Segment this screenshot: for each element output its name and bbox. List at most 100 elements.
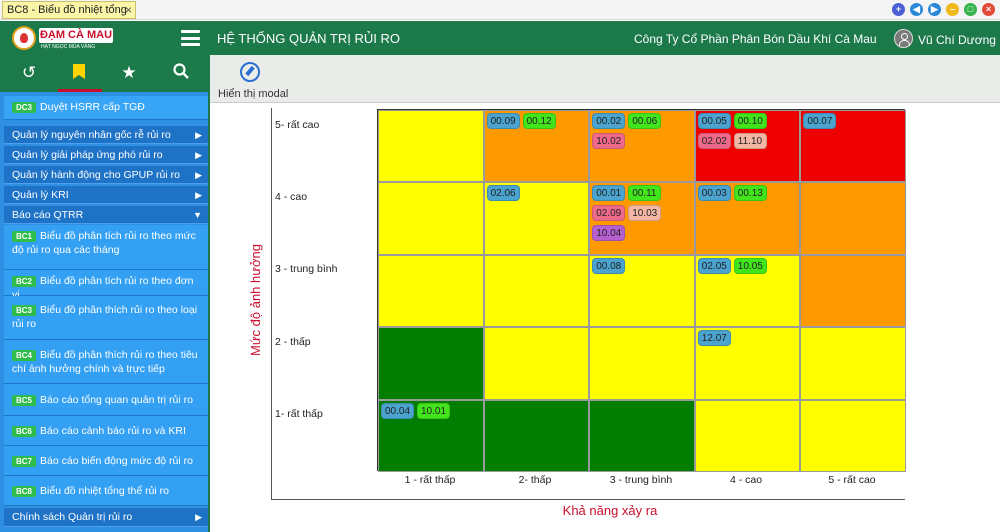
logo-subtext: HẠT NGỌC MÙA VÀNG	[41, 44, 96, 50]
heatmap-cell	[483, 399, 590, 472]
menu-toggle-icon[interactable]	[181, 30, 200, 46]
menu-group-label: Chính sách Quản trị rủi ro	[12, 511, 133, 523]
report-item-bc3[interactable]: BC3 Biểu đồ phân thích rủi ro theo loại r…	[4, 296, 208, 340]
risk-code-chip[interactable]: 11.10	[733, 133, 767, 149]
risk-code-chip[interactable]: 00.04	[381, 402, 414, 419]
menu-item-label: Biểu đồ phân tích rủi ro theo đơn vị	[12, 275, 194, 301]
heatmap-cell	[800, 254, 906, 328]
report-item-bc6[interactable]: BC6 Báo cáo cảnh báo rủi ro và KRI	[4, 416, 208, 446]
chevron-right-icon: ▶	[195, 512, 202, 522]
menu-item-label: Biểu đồ phân tích rủi ro theo mức độ rủi…	[12, 230, 196, 256]
show-modal-button[interactable]: Hiển thị modal	[218, 88, 289, 100]
risk-code-chip[interactable]: 00.03	[697, 185, 731, 202]
risk-code-chip[interactable]: 00.02	[592, 113, 626, 129]
risk-code-chip[interactable]: 00.06	[628, 113, 662, 129]
risk-code-chip[interactable]: 10.03	[628, 205, 662, 222]
menu-group-label: Quản lý giải pháp ứng phó rủi ro	[12, 149, 163, 161]
close-icon[interactable]: ×	[124, 3, 132, 17]
row-label: 3 - trung bình	[275, 263, 338, 275]
chevron-down-icon: ▼	[193, 210, 202, 220]
window-tab-strip: BC8 - Biểu đồ nhiệt tổng × + ◀ ▶ – □ ×	[0, 0, 1000, 20]
heatmap-cell	[800, 327, 906, 400]
system-title: HỆ THỐNG QUẢN TRỊ RỦI RO	[217, 31, 400, 46]
heatmap-cell	[378, 254, 484, 328]
risk-code-chip[interactable]: 10.05	[733, 257, 767, 274]
add-icon[interactable]: +	[892, 3, 905, 16]
risk-code-chip[interactable]: 10.04	[592, 225, 626, 242]
risk-code-chip[interactable]: 00.07	[803, 113, 837, 129]
risk-code-chip[interactable]: 02.09	[592, 205, 626, 222]
row-label: 5- rất cao	[275, 119, 320, 131]
menu-group-chinh-sach[interactable]: Chính sách Quản trị rủi ro ▶	[4, 508, 208, 527]
menu-item-duyet-hsrr[interactable]: DC3 Duyệt HSRR cấp TGĐ	[4, 96, 208, 120]
risk-code-chip[interactable]: 02.02	[697, 133, 731, 149]
app-header: ĐẠM CÀ MAU HẠT NGỌC MÙA VÀNG HỆ THỐNG QU…	[0, 21, 1000, 55]
company-logo[interactable]: ĐẠM CÀ MAU HẠT NGỌC MÙA VÀNG	[12, 26, 113, 50]
maximize-icon[interactable]: □	[964, 3, 977, 16]
risk-code-chip[interactable]: 10.02	[592, 133, 626, 149]
menu-group-kri[interactable]: Quản lý KRI ▶	[4, 186, 208, 204]
company-name: Công Ty Cổ Phần Phân Bón Dầu Khí Cà Mau	[634, 32, 877, 46]
risk-code-chip[interactable]: 12.07	[697, 330, 731, 347]
menu-group-giai-phap[interactable]: Quản lý giải pháp ứng phó rủi ro ▶	[4, 146, 208, 164]
report-item-bc1[interactable]: BC1 Biểu đồ phân tích rủi ro theo mức độ …	[4, 225, 208, 270]
menu-group-bao-cao-qtrr[interactable]: Báo cáo QTRR ▼	[4, 206, 208, 224]
menu-badge: BC8	[12, 486, 37, 497]
row-label: 1- rất thấp	[275, 408, 323, 420]
back-icon[interactable]: ◀	[910, 3, 923, 16]
heatmap-cell	[589, 399, 695, 472]
active-tab-indicator	[58, 89, 102, 92]
menu-badge: BC4	[12, 350, 37, 361]
minimize-icon[interactable]: –	[946, 3, 959, 16]
risk-code-chip[interactable]: 00.12	[522, 113, 556, 129]
risk-code-chip[interactable]: 00.08	[592, 257, 626, 274]
heatmap-cell	[800, 399, 906, 472]
window-close-icon[interactable]: ×	[982, 3, 995, 16]
risk-code-chip[interactable]: 00.13	[733, 185, 767, 202]
menu-badge: BC3	[12, 305, 37, 316]
history-icon[interactable]: ↺	[21, 63, 37, 82]
y-axis-line	[271, 108, 272, 500]
report-item-bc5[interactable]: BC5 Báo cáo tổng quan quản trị rủi ro	[4, 384, 208, 416]
col-label: 3 - trung bình	[609, 474, 673, 486]
risk-code-chip[interactable]: 00.10	[733, 113, 767, 129]
risk-code-chip[interactable]: 02.06	[486, 185, 520, 202]
menu-badge: BC1	[12, 231, 37, 242]
risk-code-chip[interactable]: 02.05	[697, 257, 731, 274]
menu-item-label: Báo cáo cảnh báo rủi ro và KRI	[40, 425, 186, 437]
compass-icon[interactable]	[240, 62, 260, 82]
tab-bc8[interactable]: BC8 - Biểu đồ nhiệt tổng ×	[2, 1, 136, 19]
search-icon[interactable]	[171, 63, 191, 83]
user-name[interactable]: Vũ Chí Dương	[918, 33, 996, 47]
col-label: 2- thấp	[518, 474, 552, 486]
forward-icon[interactable]: ▶	[928, 3, 941, 16]
menu-item-label: Duyệt HSRR cấp TGĐ	[40, 101, 145, 113]
risk-code-chip[interactable]: 00.05	[697, 113, 731, 129]
y-axis-title: Mức độ ảnh hưởng	[248, 244, 263, 356]
chevron-right-icon: ▶	[195, 170, 202, 180]
chevron-right-icon: ▶	[195, 130, 202, 140]
heatmap-cell	[378, 327, 484, 400]
tab-title: BC8 - Biểu đồ nhiệt tổng	[7, 4, 127, 16]
row-label: 4 - cao	[275, 191, 308, 203]
risk-code-chip[interactable]: 00.11	[628, 185, 662, 202]
risk-code-chip[interactable]: 10.01	[417, 402, 450, 419]
report-item-bc2[interactable]: BC2 Biểu đồ phân tích rủi ro theo đơn vị	[4, 270, 208, 301]
bookmark-icon[interactable]	[69, 63, 89, 83]
risk-code-chip[interactable]: 00.09	[486, 113, 520, 129]
toolbar	[210, 55, 1000, 103]
report-item-bc4[interactable]: BC4 Biểu đồ phân thích rủi ro theo tiêu c…	[4, 340, 208, 384]
report-item-bc8[interactable]: BC8 Biểu đồ nhiệt tổng thể rủi ro	[4, 476, 208, 506]
row-label: 2 - thấp	[275, 336, 311, 348]
menu-group-nguyen-nhan[interactable]: Quản lý nguyên nhân gốc rễ rủi ro ▶	[4, 126, 208, 144]
user-avatar-icon[interactable]	[894, 29, 913, 48]
menu-badge: BC2	[12, 276, 37, 287]
menu-badge: BC5	[12, 395, 37, 406]
menu-group-hanh-dong[interactable]: Quản lý hành động cho GPUP rủi ro ▶	[4, 166, 208, 184]
heatmap-cell	[589, 327, 695, 400]
risk-code-chip[interactable]: 00.01	[592, 185, 626, 202]
star-icon[interactable]: ★	[121, 63, 137, 82]
heatmap-cell	[694, 399, 801, 472]
report-item-bc7[interactable]: BC7 Báo cáo biến động mức độ rủi ro	[4, 446, 208, 476]
col-label: 4 - cao	[729, 474, 763, 486]
